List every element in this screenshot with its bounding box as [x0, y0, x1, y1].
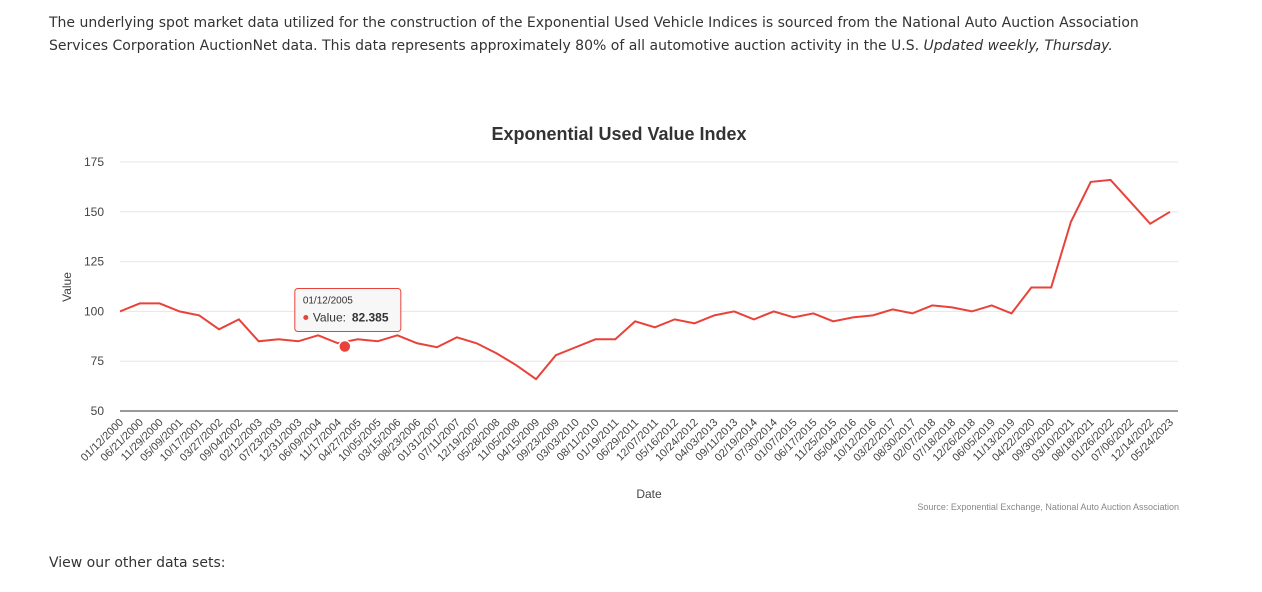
- y-tick-label: 50: [91, 404, 105, 418]
- intro-text: The underlying spot market data utilized…: [49, 15, 1139, 54]
- tooltip-box: [294, 287, 402, 332]
- y-tick-label: 75: [91, 354, 105, 368]
- y-tick-label: 100: [84, 304, 104, 318]
- chart-title: Exponential Used Value Index: [491, 124, 746, 144]
- source: Source: Exponential Exchange, National A…: [917, 502, 1179, 512]
- y-tick-label: 175: [84, 155, 104, 169]
- x-axis-label: Date: [636, 487, 662, 501]
- tooltip-point: [338, 339, 352, 354]
- tooltip-value: 82.385: [352, 310, 389, 324]
- intro: The underlying spot market data utilized…: [49, 12, 1189, 58]
- tooltip-label: Value:: [313, 310, 346, 324]
- tooltip-bullet: [303, 314, 309, 320]
- y-axis-label: Value: [60, 272, 74, 302]
- footer: View our other data sets:: [49, 555, 226, 571]
- intro-note: Updated weekly, Thursday.: [923, 38, 1113, 54]
- chart: Exponential Used Value Index Date Value …: [60, 124, 1179, 512]
- data-line: [119, 178, 1171, 381]
- tooltip-date: 01/12/2005: [303, 295, 353, 306]
- y-tick-label: 125: [84, 255, 104, 269]
- y-tick-label: 150: [84, 205, 104, 219]
